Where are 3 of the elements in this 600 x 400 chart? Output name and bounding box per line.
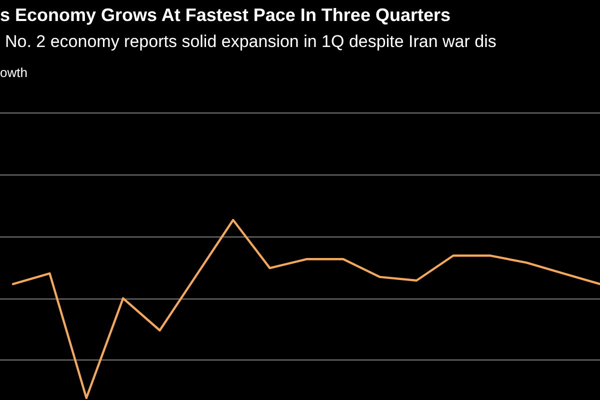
chart-title: s Economy Grows At Fastest Pace In Three Quarters (0, 5, 450, 25)
chart-subtitle: No. 2 economy reports solid expansion in 1Q despite Iran war dis (5, 32, 496, 51)
text: owth (0, 65, 28, 80)
